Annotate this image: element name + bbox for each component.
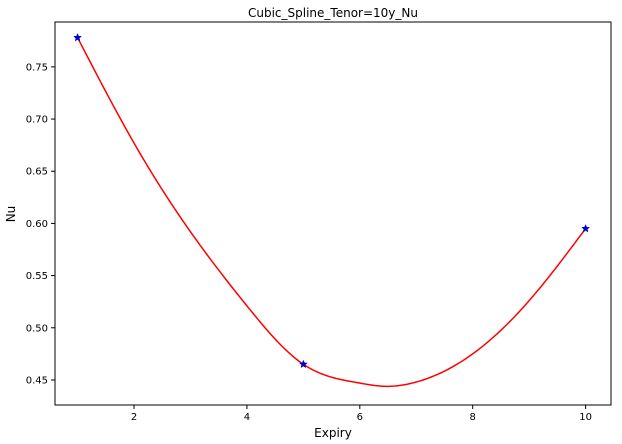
y-axis-title: Nu [4, 206, 18, 223]
data-points-layer [73, 32, 591, 369]
y-tick-label: 0.70 [26, 115, 48, 126]
x-tick-label: 4 [244, 412, 250, 423]
spline-curve-layer [76, 37, 587, 388]
data-point-star [298, 359, 308, 369]
x-tick-label: 10 [579, 412, 592, 423]
y-tick-label: 0.55 [26, 271, 48, 282]
x-axis: 2 4 6 8 10 [131, 405, 592, 423]
x-tick-label: 6 [357, 412, 363, 423]
plot-area [54, 21, 612, 406]
chart-title: Cubic_Spline_Tenor=10y_Nu [248, 6, 418, 20]
x-axis-title: Expiry [314, 426, 352, 440]
x-tick-label: 2 [131, 412, 137, 423]
x-tick-label: 8 [470, 412, 476, 423]
spline-curve [76, 37, 587, 388]
y-tick-label: 0.75 [26, 62, 48, 73]
y-axis: 0.45 0.50 0.55 0.60 0.65 0.70 0.75 [26, 62, 55, 386]
plot-frame [54, 21, 612, 406]
y-tick-label: 0.45 [26, 375, 48, 386]
y-tick-label: 0.65 [26, 167, 48, 178]
y-tick-label: 0.50 [26, 323, 48, 334]
y-tick-label: 0.60 [26, 219, 48, 230]
data-point-star [73, 32, 82, 42]
data-point-star [581, 223, 591, 233]
